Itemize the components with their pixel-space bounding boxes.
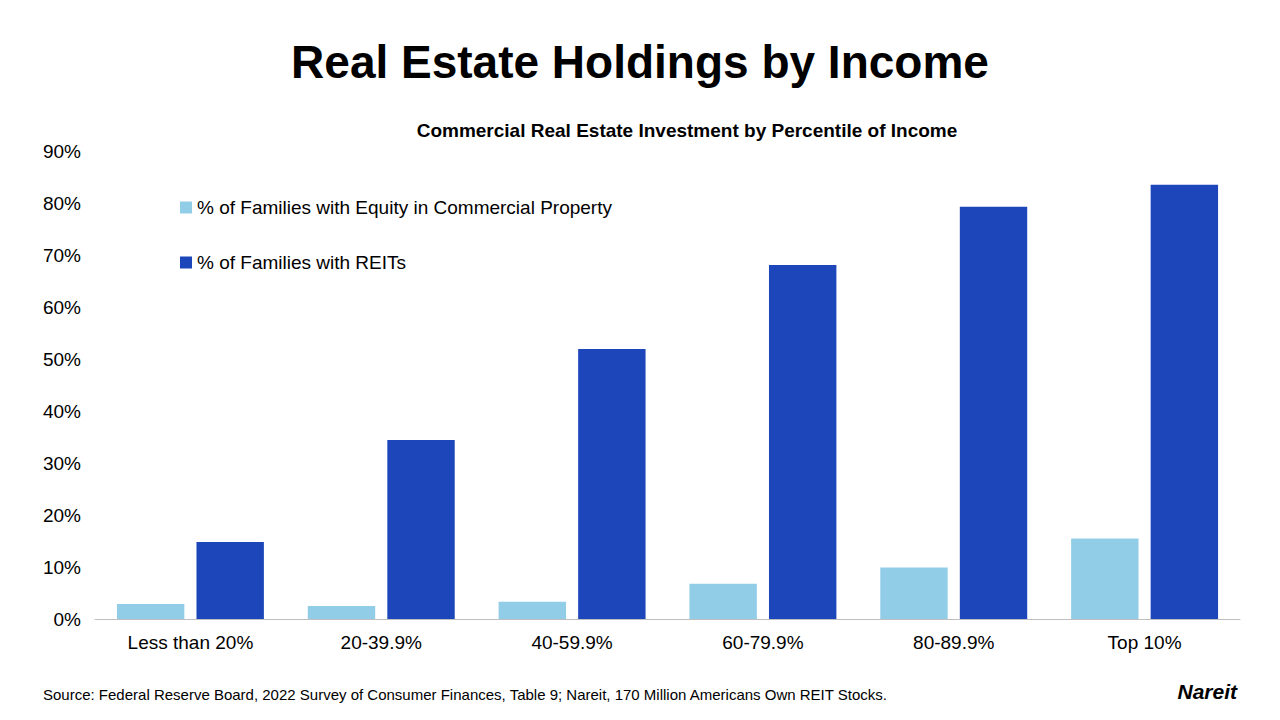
- svg-text:0%: 0%: [54, 609, 82, 630]
- svg-text:50%: 50%: [43, 349, 81, 370]
- svg-text:80-89.9%: 80-89.9%: [913, 632, 994, 653]
- svg-text:80%: 80%: [43, 193, 81, 214]
- svg-text:60%: 60%: [43, 297, 81, 318]
- svg-text:60-79.9%: 60-79.9%: [722, 632, 803, 653]
- svg-text:40%: 40%: [43, 401, 81, 422]
- svg-text:Source: Federal Reserve Board,: Source: Federal Reserve Board, 2022 Surv…: [43, 686, 887, 703]
- svg-text:10%: 10%: [43, 557, 81, 578]
- svg-text:Less than 20%: Less than 20%: [128, 632, 254, 653]
- svg-text:Commercial Real Estate Investm: Commercial Real Estate Investment by Per…: [417, 120, 958, 141]
- svg-text:% of Families with Equity in C: % of Families with Equity in Commercial …: [197, 197, 612, 218]
- svg-text:90%: 90%: [43, 141, 81, 162]
- svg-text:Top 10%: Top 10%: [1108, 632, 1182, 653]
- svg-text:% of Families with REITs: % of Families with REITs: [197, 252, 406, 273]
- svg-text:70%: 70%: [43, 245, 81, 266]
- svg-text:20%: 20%: [43, 505, 81, 526]
- svg-text:20-39.9%: 20-39.9%: [341, 632, 422, 653]
- svg-text:30%: 30%: [43, 453, 81, 474]
- svg-text:Real Estate Holdings by Income: Real Estate Holdings by Income: [291, 36, 989, 88]
- svg-text:Nareit: Nareit: [1177, 680, 1238, 703]
- svg-text:40-59.9%: 40-59.9%: [531, 632, 612, 653]
